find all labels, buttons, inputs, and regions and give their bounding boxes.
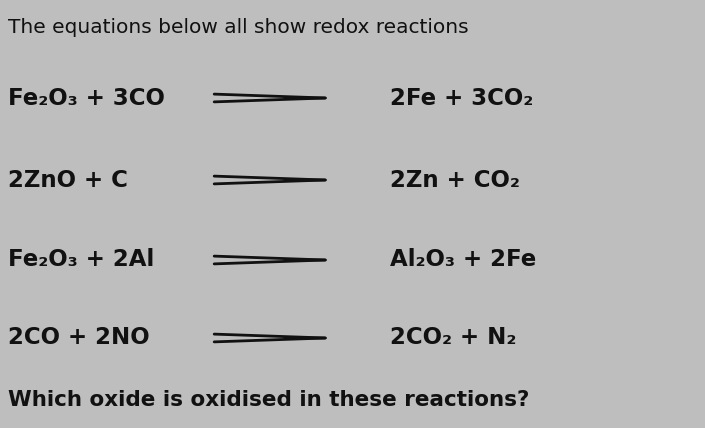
Text: Fe₂O₃ + 2Al: Fe₂O₃ + 2Al	[8, 249, 154, 271]
Text: The equations below all show redox reactions: The equations below all show redox react…	[8, 18, 469, 37]
Text: Al₂O₃ + 2Fe: Al₂O₃ + 2Fe	[390, 249, 537, 271]
Text: Which oxide is oxidised in these reactions?: Which oxide is oxidised in these reactio…	[8, 390, 529, 410]
Text: Fe₂O₃ + 3CO: Fe₂O₃ + 3CO	[8, 86, 165, 110]
Text: 2Zn + CO₂: 2Zn + CO₂	[390, 169, 520, 191]
Text: 2CO₂ + N₂: 2CO₂ + N₂	[390, 327, 516, 350]
Text: 2ZnO + C: 2ZnO + C	[8, 169, 128, 191]
Text: 2CO + 2NO: 2CO + 2NO	[8, 327, 149, 350]
Text: 2Fe + 3CO₂: 2Fe + 3CO₂	[390, 86, 533, 110]
